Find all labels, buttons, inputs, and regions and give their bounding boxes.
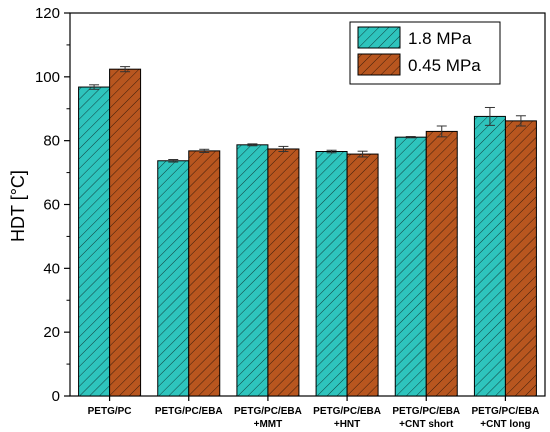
bar-hatch [188,150,220,396]
bar-hatch [78,87,110,397]
bar-hatch [109,69,141,396]
x-tick-label: PETG/PC/EBA [472,406,540,417]
x-tick-label: PETG/PC/EBA [313,406,381,417]
x-tick-label: +CNT short [399,419,454,430]
x-tick-label: PETG/PC/EBA [392,406,460,417]
legend-swatch-hatch [358,27,400,48]
y-tick-label: 40 [43,260,60,277]
x-tick-label: PETG/PC/EBA [155,406,223,417]
legend-label: 0.45 MPa [408,56,481,75]
legend-swatch-hatch [358,54,400,75]
legend-label: 1.8 MPa [408,29,472,48]
bar-hatch [157,160,189,396]
x-tick-label: +HNT [334,419,360,430]
bar-hatch [474,116,506,396]
bar-hatch [347,154,379,396]
y-tick-label: 80 [43,133,60,150]
y-tick-label: 60 [43,197,60,214]
bar-hatch [505,120,537,397]
y-tick-label: 100 [35,69,60,86]
y-tick-label: 20 [43,324,60,341]
bar-hatch [316,151,348,396]
x-tick-label: +CNT long [480,419,530,430]
x-tick-label: PETG/PC/EBA [234,406,302,417]
bar-hatch [236,144,268,396]
y-tick-label: 0 [52,388,60,405]
y-axis-label: HDT [°C] [8,170,28,242]
bar-hatch [426,131,458,396]
bar-hatch [267,148,299,396]
y-tick-label: 120 [35,5,60,22]
x-tick-label: +MMT [254,419,283,430]
x-tick-label: PETG/PC [88,406,132,417]
bar-hatch [395,137,427,397]
